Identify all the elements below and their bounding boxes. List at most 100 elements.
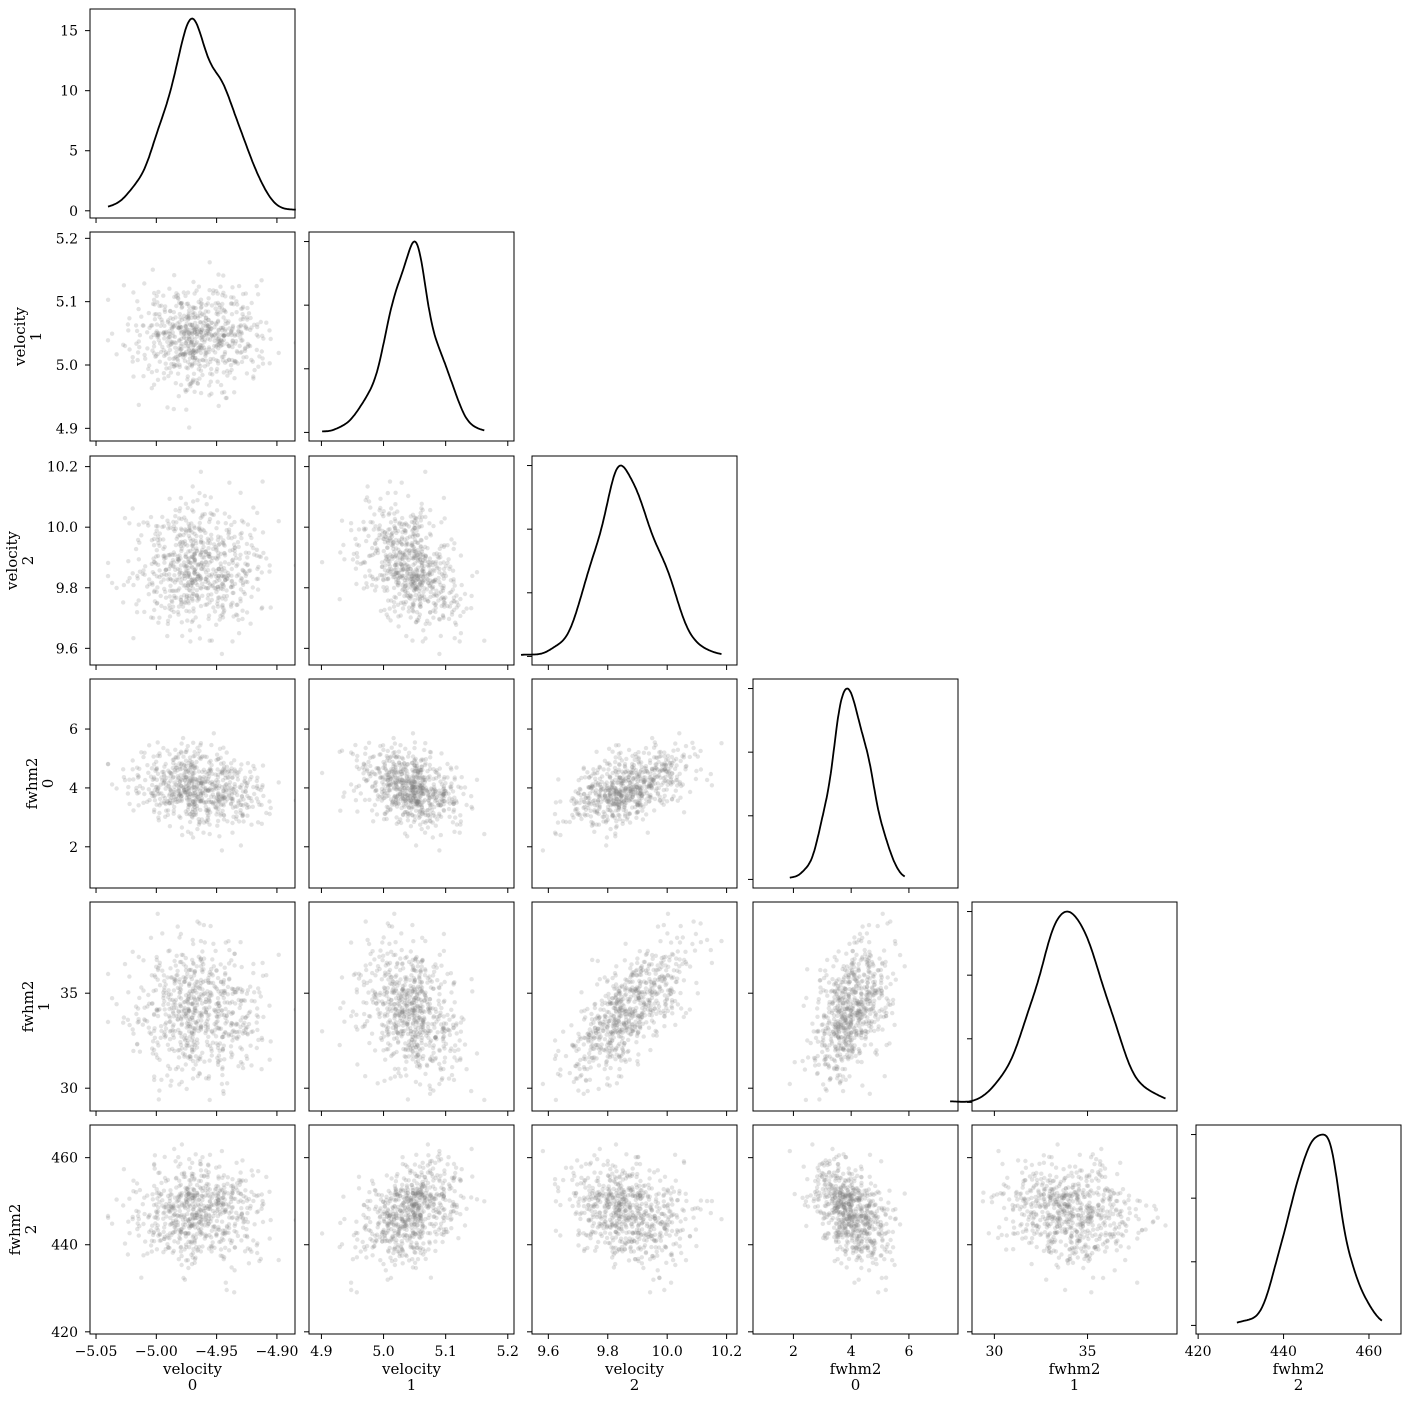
- scatter-point: [201, 358, 206, 363]
- scatter-point: [608, 797, 613, 802]
- scatter-point: [626, 777, 631, 783]
- scatter-point: [589, 819, 594, 825]
- scatter-point: [257, 990, 262, 995]
- panel-3-1: [304, 678, 515, 893]
- scatter-point: [168, 564, 173, 569]
- scatter-point: [254, 1020, 259, 1025]
- scatter-point: [198, 1013, 204, 1018]
- scatter-point: [192, 320, 198, 326]
- scatter-point: [227, 370, 233, 375]
- scatter-point: [235, 613, 240, 618]
- scatter-point: [651, 778, 656, 783]
- scatter-point: [204, 819, 210, 825]
- scatter-point: [225, 769, 231, 774]
- scatter-point: [172, 356, 177, 361]
- scatter-point: [226, 332, 231, 337]
- scatter-point: [400, 587, 405, 593]
- scatter-point: [186, 785, 192, 791]
- scatter-point: [382, 607, 387, 613]
- scatter-point: [199, 334, 205, 339]
- scatter-point: [371, 527, 376, 532]
- scatter-point: [203, 552, 208, 557]
- scatter-point: [417, 592, 422, 597]
- scatter-point: [394, 570, 399, 575]
- scatter-point: [389, 531, 394, 537]
- scatter-point: [629, 769, 634, 774]
- scatter-point: [221, 574, 226, 580]
- scatter-point: [256, 564, 261, 570]
- scatter-point: [147, 743, 152, 748]
- scatter-point: [186, 760, 191, 766]
- scatter-point: [627, 820, 633, 825]
- scatter-point: [251, 961, 256, 967]
- scatter-point: [135, 772, 140, 778]
- scatter-point: [147, 1030, 152, 1035]
- scatter-point: [190, 957, 195, 963]
- scatter-point: [192, 1007, 197, 1012]
- scatter-point: [667, 761, 672, 766]
- scatter-point: [231, 302, 236, 307]
- scatter-point: [192, 552, 197, 557]
- scatter-point: [653, 765, 658, 770]
- scatter-point: [419, 549, 424, 554]
- scatter-point: [105, 560, 111, 566]
- scatter-point: [366, 771, 372, 776]
- scatter-point: [423, 621, 428, 627]
- scatter-point: [167, 356, 172, 361]
- scatter-point: [185, 559, 191, 565]
- scatter-point: [581, 791, 587, 797]
- scatter-point: [387, 755, 393, 760]
- scatter-point: [181, 1000, 186, 1005]
- scatter-point: [377, 526, 382, 531]
- scatter-point: [236, 544, 241, 550]
- scatter-point: [389, 567, 394, 572]
- scatter-point: [198, 297, 204, 302]
- scatter-point: [412, 787, 417, 792]
- scatter-point: [387, 783, 393, 788]
- scatter-point: [239, 782, 244, 788]
- scatter-point: [414, 553, 420, 558]
- scatter-point: [393, 553, 399, 559]
- scatter-point: [179, 1021, 185, 1026]
- scatter-point: [597, 791, 602, 797]
- scatter-point: [130, 949, 135, 954]
- scatter-point: [174, 973, 179, 978]
- scatter-point: [415, 799, 420, 804]
- scatter-point: [221, 542, 226, 547]
- scatter-point: [207, 551, 212, 557]
- scatter-point: [597, 806, 602, 811]
- scatter-point: [203, 348, 208, 353]
- scatter-point: [196, 299, 201, 305]
- scatter-point: [205, 536, 210, 541]
- scatter-point: [442, 516, 447, 521]
- scatter-point: [193, 793, 198, 798]
- scatter-point: [614, 792, 619, 797]
- scatter-point: [227, 1001, 233, 1006]
- scatter-point: [604, 761, 610, 766]
- scatter-point: [408, 793, 413, 798]
- scatter-point: [416, 540, 421, 545]
- scatter-point: [185, 387, 190, 393]
- scatter-point: [193, 615, 198, 620]
- scatter-point: [218, 1026, 224, 1031]
- scatter-point: [698, 767, 704, 772]
- scatter-point: [151, 1028, 157, 1034]
- scatter-point: [384, 794, 389, 799]
- scatter-point: [228, 1023, 234, 1028]
- scatter-point: [214, 369, 219, 374]
- scatter-point: [402, 552, 407, 557]
- scatter-point: [238, 331, 243, 336]
- scatter-point: [183, 784, 188, 789]
- scatter-point: [637, 798, 643, 804]
- scatter-point: [356, 766, 362, 772]
- scatter-point: [209, 800, 214, 805]
- scatter-point: [342, 557, 347, 562]
- scatter-point: [193, 1005, 198, 1011]
- scatter-point: [393, 770, 398, 775]
- scatter-point: [217, 305, 222, 310]
- scatter-point: [154, 293, 159, 299]
- scatter-point: [175, 554, 181, 559]
- scatter-point: [469, 794, 474, 799]
- scatter-point: [422, 810, 428, 816]
- scatter-point: [214, 343, 220, 348]
